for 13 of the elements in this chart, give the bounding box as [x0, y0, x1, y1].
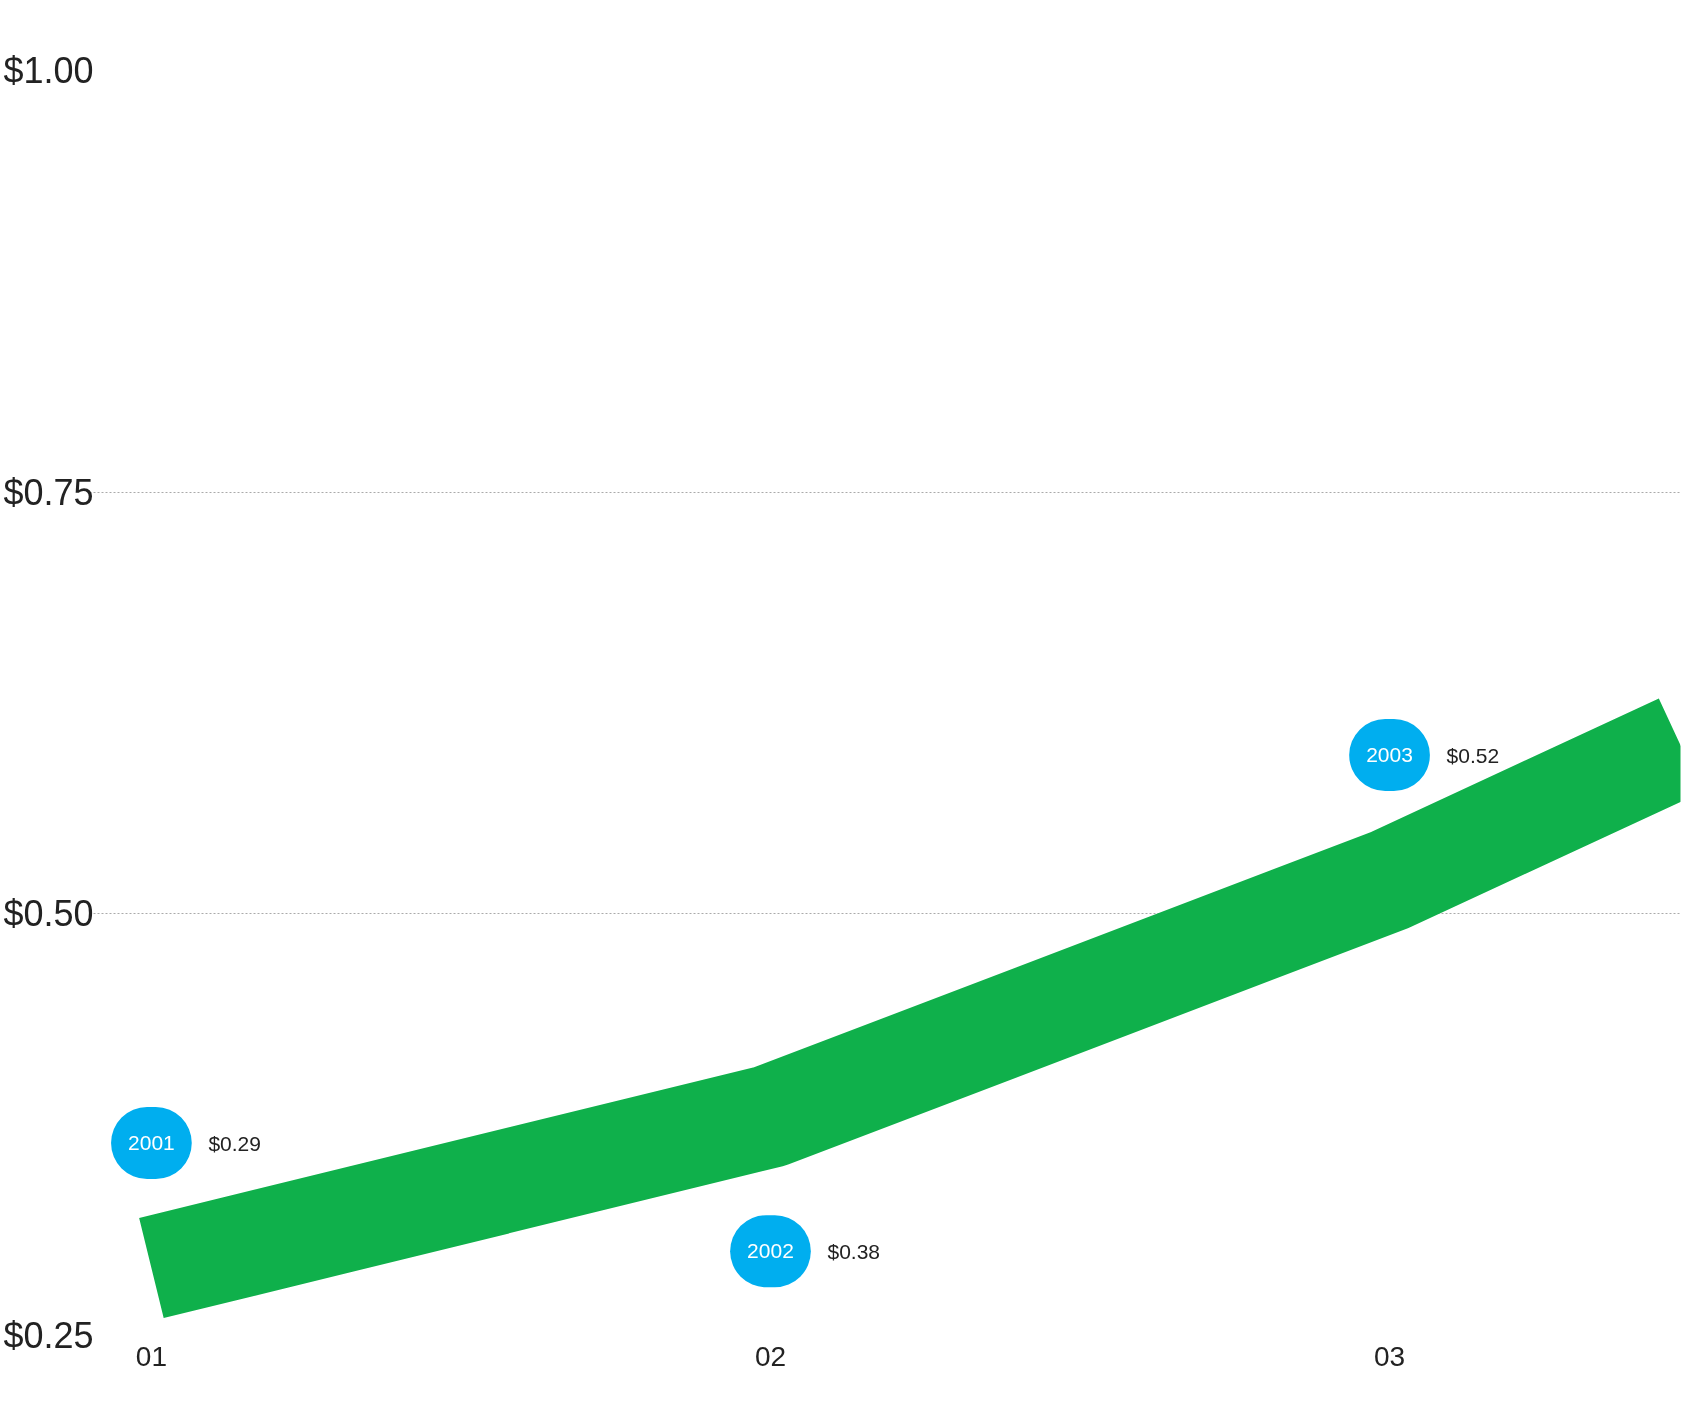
y-tick-label: $0.25: [3, 1315, 94, 1356]
annotation: 2003: [1366, 743, 1413, 767]
text: $0.38: [827, 1239, 881, 1263]
text: $0.52: [1446, 743, 1500, 767]
y-tick-label: $0.75: [3, 471, 94, 513]
x-tick-label: 03: [1373, 1340, 1406, 1372]
y-tick-label: $0.50: [3, 893, 94, 935]
x-tick-label: 01: [135, 1340, 167, 1372]
annotation: 2002: [747, 1239, 794, 1263]
annotation: 2001: [128, 1131, 175, 1155]
y-tick-label: $1.00: [3, 50, 94, 91]
text: $0.29: [208, 1131, 261, 1155]
x-tick-label: 02: [754, 1340, 787, 1372]
